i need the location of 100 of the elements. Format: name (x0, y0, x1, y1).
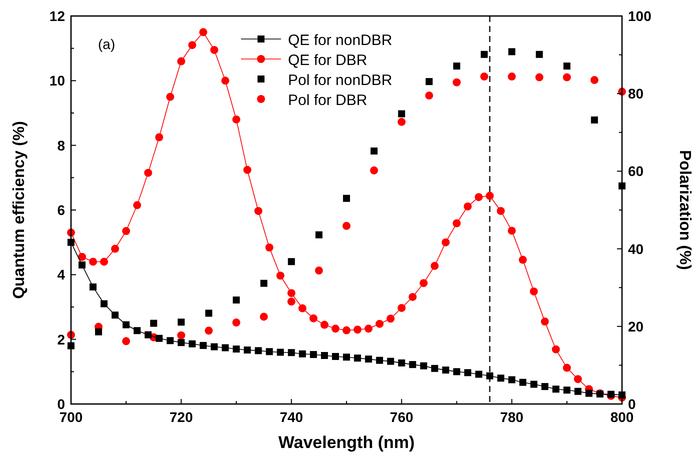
point (508, 72, 516, 81)
point (243, 166, 252, 174)
y-tick-label: 6 (57, 202, 66, 218)
point (408, 292, 417, 301)
point (332, 352, 339, 360)
point (260, 280, 268, 287)
point (78, 252, 86, 261)
point (155, 133, 164, 142)
point (354, 326, 362, 334)
x-tick-label: 780 (500, 409, 524, 425)
point (562, 73, 571, 82)
point (486, 372, 494, 380)
point (100, 258, 108, 266)
point (134, 327, 141, 334)
point (244, 346, 251, 354)
point (265, 244, 274, 252)
point (200, 342, 207, 349)
point (78, 261, 86, 268)
point (254, 347, 262, 354)
point (298, 350, 306, 358)
point (266, 348, 273, 356)
point (386, 314, 395, 323)
point (508, 226, 516, 235)
y2-axis-title: Polarization (%) (676, 150, 693, 270)
point (177, 57, 186, 66)
point (508, 48, 516, 56)
point (430, 262, 439, 270)
point (364, 324, 373, 333)
point (420, 362, 428, 370)
point (552, 386, 560, 393)
point (112, 312, 119, 319)
x-tick-label: 740 (280, 409, 304, 425)
point (188, 41, 196, 50)
point (276, 272, 284, 280)
point (486, 192, 494, 200)
point (442, 238, 450, 246)
point (398, 110, 406, 118)
point (210, 343, 218, 350)
y-axis-title: Quantum efficiency (%) (11, 121, 28, 299)
point (288, 349, 295, 356)
point (574, 388, 582, 395)
point (320, 352, 328, 359)
point (398, 304, 406, 312)
point (480, 72, 488, 81)
point (95, 328, 102, 336)
point (122, 337, 130, 346)
point (199, 28, 208, 36)
point (221, 76, 230, 85)
y2-tick-label: 100 (628, 8, 652, 24)
y2-tick-label: 80 (628, 86, 644, 102)
point (178, 339, 185, 346)
point (562, 364, 571, 372)
point (370, 166, 378, 174)
point (387, 358, 394, 365)
point (452, 219, 461, 228)
point (398, 359, 406, 366)
y2-tick-label: 40 (628, 240, 644, 257)
legend-label: Pol for DBR (288, 92, 368, 109)
point (150, 320, 158, 327)
y-tick-label: 8 (57, 137, 66, 154)
point (370, 148, 378, 155)
point (552, 345, 560, 354)
point (122, 321, 130, 328)
point (144, 331, 152, 338)
point (331, 324, 340, 333)
annotation: (a) (98, 36, 116, 52)
point (320, 320, 328, 329)
x-tick-label: 760 (390, 409, 414, 425)
point (530, 380, 538, 388)
point (276, 348, 284, 356)
point (232, 318, 240, 327)
y2-tick-label: 0 (628, 396, 636, 412)
point (453, 62, 460, 70)
point (590, 76, 598, 84)
point (519, 378, 526, 386)
point (205, 310, 212, 317)
point (354, 354, 362, 362)
point (222, 344, 229, 352)
point (475, 370, 482, 378)
point (298, 304, 306, 312)
y-tick-label: 2 (57, 331, 66, 348)
point (210, 46, 218, 54)
point (508, 376, 516, 384)
point (314, 266, 323, 275)
point (232, 296, 240, 304)
point (474, 193, 483, 202)
point (204, 326, 213, 335)
point (420, 279, 428, 288)
point (156, 334, 163, 342)
point (585, 390, 592, 397)
point (464, 369, 472, 376)
point (89, 258, 98, 266)
point (178, 318, 185, 326)
x-tick-label: 700 (59, 409, 83, 425)
point (574, 375, 582, 384)
point (144, 168, 152, 177)
point (232, 346, 240, 353)
point (287, 298, 296, 306)
point (541, 383, 548, 390)
x-tick-label: 800 (610, 409, 634, 425)
